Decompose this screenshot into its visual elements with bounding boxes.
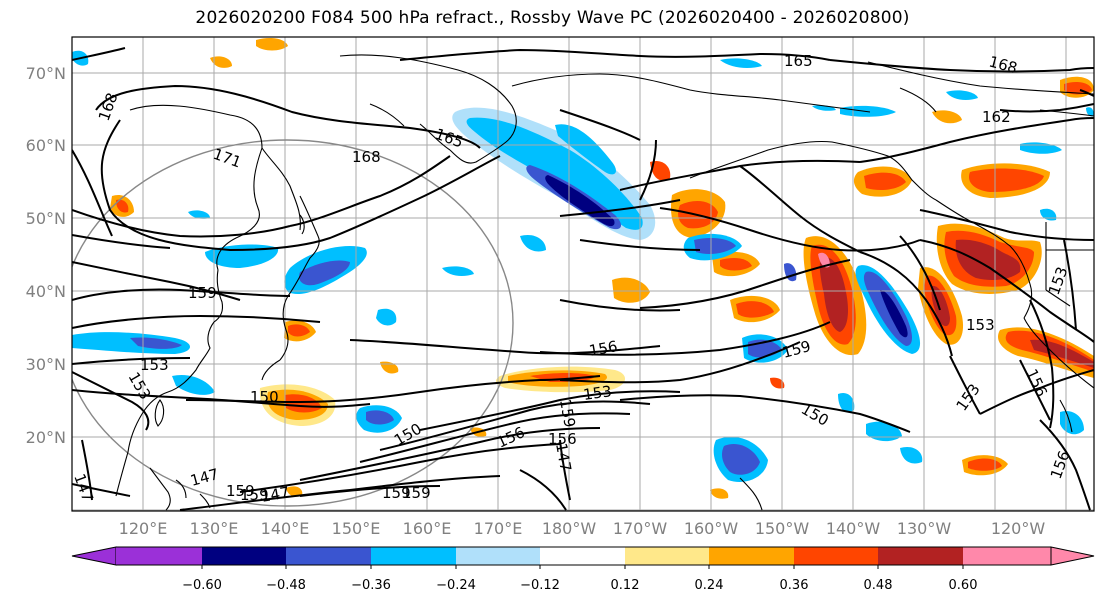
contour-label: 168 (352, 148, 381, 166)
colorbar-segment (116, 547, 202, 565)
map-frame (71, 36, 1095, 512)
longitude-label: 120°W (991, 519, 1046, 538)
contour-label: 159 (188, 284, 217, 302)
coastlines (115, 54, 1094, 511)
colorbar-segment (709, 547, 794, 565)
contour-label: 156 (548, 430, 577, 448)
colorbar-min-extend (71, 546, 117, 566)
longitude-label: 120°E (119, 519, 168, 538)
map-plot-area: 168 171 168 165 165 168 162 159 156 159 … (72, 37, 1094, 511)
colorbar-tick-label: −0.48 (266, 578, 306, 593)
colorbar-segment (963, 547, 1051, 565)
colorbar-tick-label: 0.24 (695, 578, 724, 593)
colorbar-tick-label: −0.24 (436, 578, 476, 593)
geopotential-contours (72, 47, 1094, 511)
contour-label: 153 (140, 356, 169, 374)
longitude-label: 180°W (542, 519, 597, 538)
colorbar-segment (456, 547, 540, 565)
longitude-label: 170°E (474, 519, 523, 538)
contour-labels: 168 171 168 165 165 168 162 159 156 159 … (72, 52, 1074, 506)
contour-label: 156 (588, 337, 619, 360)
colorbar-tick-label: 0.12 (611, 578, 640, 593)
colorbar-tick-label: 0.48 (864, 578, 893, 593)
latitude-label: 60°N (26, 136, 66, 155)
contour-label: 159 (240, 486, 269, 504)
range-circle (72, 139, 514, 507)
colorbar-segment (794, 547, 878, 565)
colorbar-segment (371, 547, 456, 565)
latitude-label: 30°N (26, 355, 66, 374)
longitude-label: 160°W (684, 519, 739, 538)
latitude-label: 20°N (26, 428, 66, 447)
contour-label: 147 (552, 442, 575, 473)
colorbar-tick-label: −0.12 (520, 578, 560, 593)
longitude-label: 150°E (332, 519, 381, 538)
longitude-label: 160°E (403, 519, 452, 538)
graticule-grid (72, 37, 1094, 511)
longitude-label: 140°W (826, 519, 881, 538)
colorbar: −0.60 −0.48 −0.36 −0.24 −0.12 0.12 0.24 … (71, 546, 1095, 593)
longitude-label: 130°E (190, 519, 239, 538)
colorbar-segment (625, 547, 709, 565)
contour-label: 162 (982, 108, 1011, 126)
colorbar-segment (878, 547, 963, 565)
map-title: 2026020200 F084 500 hPa refract., Rossby… (195, 8, 910, 28)
longitude-label: 150°W (755, 519, 810, 538)
contour-label: 165 (784, 52, 813, 70)
contour-label: 159 (402, 484, 431, 502)
colorbar-max-extend (1050, 546, 1095, 566)
longitude-label: 140°E (261, 519, 310, 538)
latitude-labels: 70°N 60°N 50°N 40°N 30°N 20°N (26, 64, 66, 447)
colorbar-tick-label: −0.60 (182, 578, 222, 593)
colorbar-segment (286, 547, 371, 565)
colorbar-tick-label: −0.36 (351, 578, 391, 593)
latitude-label: 40°N (26, 282, 66, 301)
colorbar-tick-label: 0.36 (780, 578, 809, 593)
contour-label: 150 (250, 388, 279, 406)
contour-label: 159 (556, 398, 579, 429)
contour-label: 159 (382, 484, 411, 502)
contour-label: 147 (260, 483, 291, 506)
anomaly-shading (72, 38, 1094, 499)
colorbar-tick-label: 0.60 (949, 578, 978, 593)
colorbar-segment (202, 547, 286, 565)
contour-label: 153 (582, 382, 613, 404)
contour-label: 153 (966, 316, 995, 334)
colorbar-segment (540, 547, 625, 565)
longitude-label: 170°W (613, 519, 668, 538)
longitude-label: 130°W (897, 519, 952, 538)
latitude-label: 50°N (26, 209, 66, 228)
latitude-label: 70°N (26, 64, 66, 83)
contour-label: 159 (226, 482, 255, 500)
longitude-labels: 120°E 130°E 140°E 150°E 160°E 170°E 180°… (119, 519, 1046, 538)
